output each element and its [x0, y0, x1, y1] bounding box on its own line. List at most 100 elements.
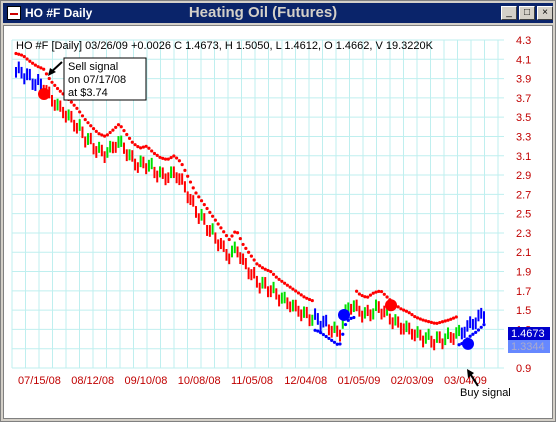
stop-dot — [97, 132, 101, 136]
stop-dot — [158, 155, 162, 159]
stop-dot — [194, 191, 198, 195]
stop-dot — [53, 83, 57, 88]
stop-dot — [177, 159, 181, 163]
stop-dots — [14, 51, 486, 347]
stop-dot — [105, 133, 109, 137]
stop-dot — [332, 340, 337, 344]
title-bar[interactable]: HO #F Daily Heating Oil (Futures) _ □ × — [3, 3, 553, 23]
stop-dot — [313, 328, 317, 332]
arrow-icon — [48, 68, 56, 76]
maximize-button[interactable]: □ — [519, 6, 535, 20]
stop-price: 1.3344 — [511, 341, 545, 353]
stop-dot — [33, 63, 37, 67]
close-button[interactable]: × — [537, 6, 553, 20]
stop-dot — [327, 336, 331, 341]
stop-dot — [374, 290, 378, 294]
stop-dot — [476, 328, 481, 332]
x-tick-label: 08/12/08 — [71, 375, 114, 387]
stop-dot — [216, 222, 220, 226]
stop-dot — [324, 334, 328, 339]
stop-dot — [263, 267, 267, 271]
stop-dot — [302, 295, 306, 299]
stop-dot — [321, 332, 325, 337]
stop-dot — [103, 134, 107, 138]
stop-dot — [69, 100, 73, 104]
stop-dot — [338, 342, 342, 346]
x-tick-label: 02/03/09 — [391, 375, 434, 387]
minimize-button[interactable]: _ — [501, 6, 517, 20]
stop-dot — [305, 296, 309, 300]
stop-dot — [72, 103, 76, 107]
stop-dot — [294, 289, 298, 293]
stop-dot — [161, 156, 165, 160]
stop-dot — [371, 291, 375, 295]
stop-dot — [127, 136, 132, 140]
stop-dot — [169, 155, 173, 160]
stop-dot — [252, 258, 256, 262]
stop-dot — [188, 180, 193, 184]
stop-dot — [247, 250, 251, 254]
stop-dot — [205, 206, 209, 211]
stop-dot — [180, 162, 184, 167]
stop-dot — [44, 72, 49, 76]
stop-dot — [78, 110, 82, 114]
stop-dot — [296, 291, 301, 295]
stop-dot — [199, 199, 204, 203]
y-tick-label: 3.7 — [516, 93, 531, 105]
chart-area[interactable]: 4.3 4.1 3.9 3.7 3.5 3.3 3.1 2.9 2.7 2.5 2.3 2.1 1.9 1… — [3, 25, 553, 419]
stop-dot — [130, 140, 134, 144]
stop-dot — [227, 237, 231, 242]
stop-dot — [427, 320, 431, 324]
stop-dot — [260, 266, 265, 270]
stop-dot — [482, 322, 486, 327]
y-tick-label: 2.9 — [516, 170, 531, 182]
stop-dot — [47, 76, 51, 81]
stop-dot — [22, 55, 26, 59]
stop-dot — [330, 338, 334, 342]
stop-dot — [454, 315, 458, 319]
y-tick-label: 3.5 — [516, 112, 531, 124]
stop-dot — [83, 117, 87, 122]
stop-dot — [418, 317, 422, 321]
stop-dot — [280, 279, 284, 283]
stop-dot — [175, 156, 179, 160]
price-chart[interactable]: 4.3 4.1 3.9 3.7 3.5 3.3 3.1 2.9 2.7 2.5 2.3 2.1 1.9 1… — [4, 26, 552, 418]
stop-dot — [202, 202, 206, 207]
stop-dot — [147, 146, 151, 150]
x-tick-label: 10/08/08 — [178, 375, 221, 387]
stop-dot — [255, 262, 259, 266]
stop-price-tag: 1.3344 — [508, 340, 550, 353]
stop-dot — [58, 89, 62, 93]
stop-dot — [80, 114, 85, 118]
arrow-icon — [467, 369, 474, 378]
stop-dot — [155, 153, 159, 157]
x-tick-label: 09/10/08 — [125, 375, 168, 387]
sell-annotation: Sell signal on 07/17/08 at $3.74 — [48, 57, 147, 101]
buy-annotation-label: Buy signal — [460, 387, 511, 399]
x-tick-label: 11/05/08 — [231, 375, 273, 387]
buy-annotation: Buy signal — [460, 369, 511, 399]
stop-dot — [186, 174, 190, 178]
stop-dot — [377, 289, 381, 293]
stop-dot — [100, 133, 104, 137]
stop-dot — [133, 143, 137, 147]
stop-dot — [385, 295, 389, 299]
stop-dot — [343, 322, 348, 327]
stop-dot — [50, 80, 54, 84]
stop-dot — [219, 226, 223, 230]
sell-annotation-line-3: at $3.74 — [68, 87, 108, 99]
stop-dot — [316, 329, 320, 333]
stop-dot — [443, 319, 447, 323]
stop-dot — [429, 320, 433, 324]
x-axis: 07/15/08 08/12/08 09/10/08 10/08/08 11/05/08… — [18, 375, 487, 387]
chart-title: Heating Oil (Futures) — [188, 4, 338, 21]
stop-dot — [404, 309, 409, 313]
stop-dot — [457, 343, 461, 347]
stop-dot — [438, 320, 442, 325]
stop-dot — [111, 128, 115, 132]
stop-dot — [241, 242, 245, 247]
stop-dot — [352, 315, 356, 320]
x-tick-label: 07/15/08 — [18, 375, 61, 387]
stop-dot — [116, 123, 121, 127]
